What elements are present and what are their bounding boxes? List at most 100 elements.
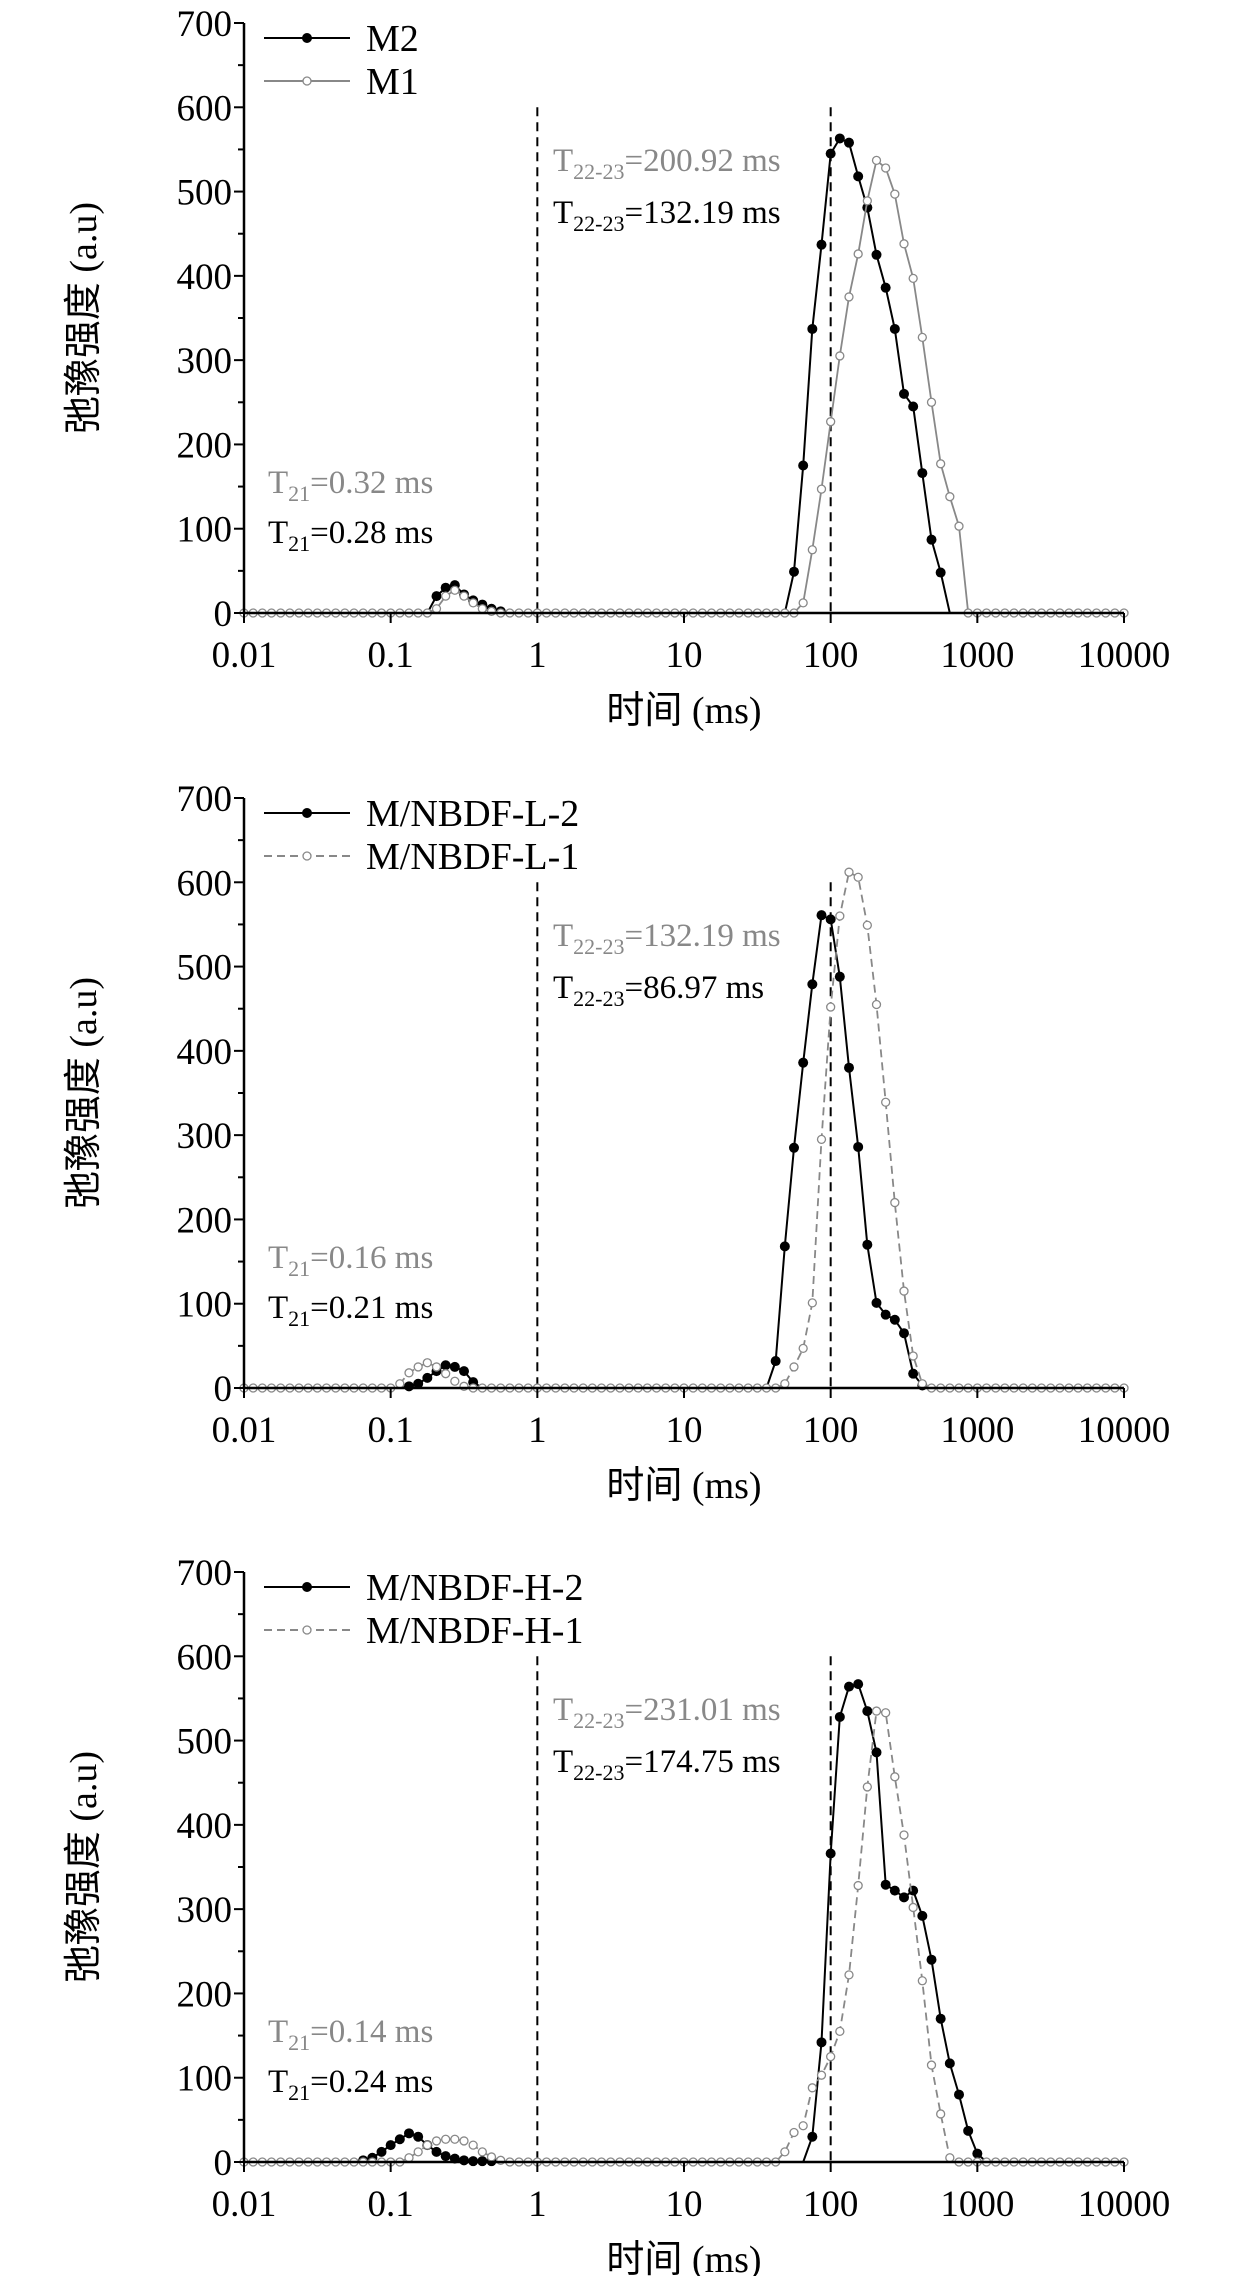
y-axis-title: 弛豫强度 (a.u): [63, 1751, 105, 1983]
data-point: [798, 598, 808, 608]
annotation: T22-23=132.19 ms: [553, 918, 781, 959]
y-tick-label: 700: [177, 1553, 233, 1594]
legend-item: M1: [264, 61, 419, 103]
data-point: [926, 534, 937, 545]
x-tick-label: 10: [666, 1410, 703, 1451]
data-point: [862, 1239, 873, 1250]
annotation: T22-23=200.92 ms: [553, 143, 781, 184]
data-point: [936, 2109, 946, 2119]
legend-label: M/NBDF-H-2: [366, 1567, 583, 1609]
data-point: [917, 1976, 927, 1986]
data-point: [853, 872, 863, 882]
data-point: [780, 2147, 790, 2157]
annotation-subscript: 22-23: [573, 934, 624, 959]
data-point: [816, 910, 827, 921]
data-point: [890, 189, 900, 199]
data-point: [431, 604, 442, 614]
data-point: [789, 1362, 799, 1372]
y-axis-title: 弛豫强度 (a.u): [63, 202, 105, 434]
y-tick-label: 600: [177, 1637, 233, 1678]
annotation-symbol: T: [268, 1240, 288, 1276]
legend-marker: [302, 1582, 312, 1592]
annotation-subscript: 22-23: [573, 986, 624, 1011]
annotation-symbol: T: [268, 2014, 288, 2050]
data-point: [899, 239, 909, 249]
data-point: [862, 920, 872, 930]
y-tick-label: 500: [177, 173, 233, 214]
annotation-value: =132.19 ms: [625, 918, 781, 954]
legend-marker: [302, 76, 312, 86]
data-point: [422, 2140, 432, 2150]
annotation-value: =0.21 ms: [310, 1290, 433, 1326]
legend-marker: [302, 851, 312, 861]
data-point: [477, 2147, 487, 2157]
data-point: [835, 351, 845, 361]
data-point: [413, 1378, 424, 1389]
data-point: [908, 1902, 918, 1913]
legend-item: M/NBDF-H-1: [264, 1610, 583, 1652]
data-point: [807, 1298, 817, 1308]
x-tick-label: 10000: [1078, 635, 1171, 676]
x-tick-label: 0.01: [212, 1410, 277, 1451]
annotation-symbol: T: [553, 143, 573, 179]
annotation: T22-23=231.01 ms: [553, 1692, 781, 1733]
data-point: [871, 1297, 882, 1308]
y-tick-label: 100: [177, 1285, 233, 1326]
y-tick-label: 400: [177, 1032, 233, 1073]
data-point: [835, 911, 845, 921]
y-tick-label: 0: [214, 1369, 233, 1410]
data-point: [826, 417, 836, 427]
y-tick-label: 0: [214, 2143, 233, 2184]
legend-label: M/NBDF-L-1: [366, 836, 579, 878]
data-point: [825, 148, 836, 159]
annotation: T22-23=86.97 ms: [553, 970, 764, 1011]
data-point: [825, 914, 836, 925]
annotation-value: =86.97 ms: [625, 970, 765, 1006]
data-point: [899, 1328, 909, 1339]
data-point: [789, 566, 799, 577]
annotation-symbol: T: [268, 465, 288, 501]
data-point: [404, 2153, 414, 2163]
x-tick-label: 1000: [940, 1410, 1014, 1451]
legend-label: M/NBDF-H-1: [366, 1610, 583, 1652]
annotation: T22-23=174.75 ms: [553, 1744, 781, 1785]
data-point: [954, 521, 964, 531]
data-point: [871, 1747, 882, 1758]
y-tick-label: 200: [177, 1200, 233, 1241]
data-point: [844, 292, 854, 302]
annotation-value: =0.14 ms: [310, 2014, 433, 2050]
y-tick-label: 100: [177, 2059, 233, 2100]
data-point: [871, 999, 882, 1010]
data-point: [422, 1358, 432, 1368]
data-point: [816, 1134, 827, 1145]
data-point: [798, 460, 809, 471]
data-point: [816, 239, 827, 250]
data-point: [459, 591, 469, 601]
data-point: [926, 2060, 937, 2070]
data-point: [413, 1362, 423, 1372]
data-point: [770, 1356, 781, 1367]
legend-marker: [302, 33, 312, 43]
legend-item: M/NBDF-L-1: [264, 836, 579, 878]
annotation-symbol: T: [268, 515, 288, 551]
data-point: [972, 2148, 983, 2159]
y-tick-label: 200: [177, 1974, 233, 2015]
legend-label: M/NBDF-L-2: [366, 793, 579, 835]
annotation-subscript: 21: [288, 481, 310, 506]
data-point: [404, 1381, 414, 1392]
data-point: [881, 1708, 891, 1718]
annotation-subscript: 22-23: [573, 1760, 624, 1785]
chart-panel-2: M/NBDF-L-2M/NBDF-L-1 0 100 200 300 400 500 600 7…: [63, 779, 1170, 1507]
annotation-subscript: 21: [288, 1256, 310, 1281]
x-tick-label: 1: [528, 1410, 547, 1451]
x-tick-label: 100: [803, 635, 859, 676]
data-point: [908, 1885, 919, 1896]
data-point: [807, 2131, 818, 2142]
x-tick-label: 100: [803, 1410, 859, 1451]
data-point: [871, 1706, 882, 1716]
data-point: [394, 2134, 405, 2145]
annotation: T21=0.14 ms: [268, 2014, 433, 2055]
data-point: [844, 1681, 854, 1692]
data-point: [844, 1970, 854, 1980]
